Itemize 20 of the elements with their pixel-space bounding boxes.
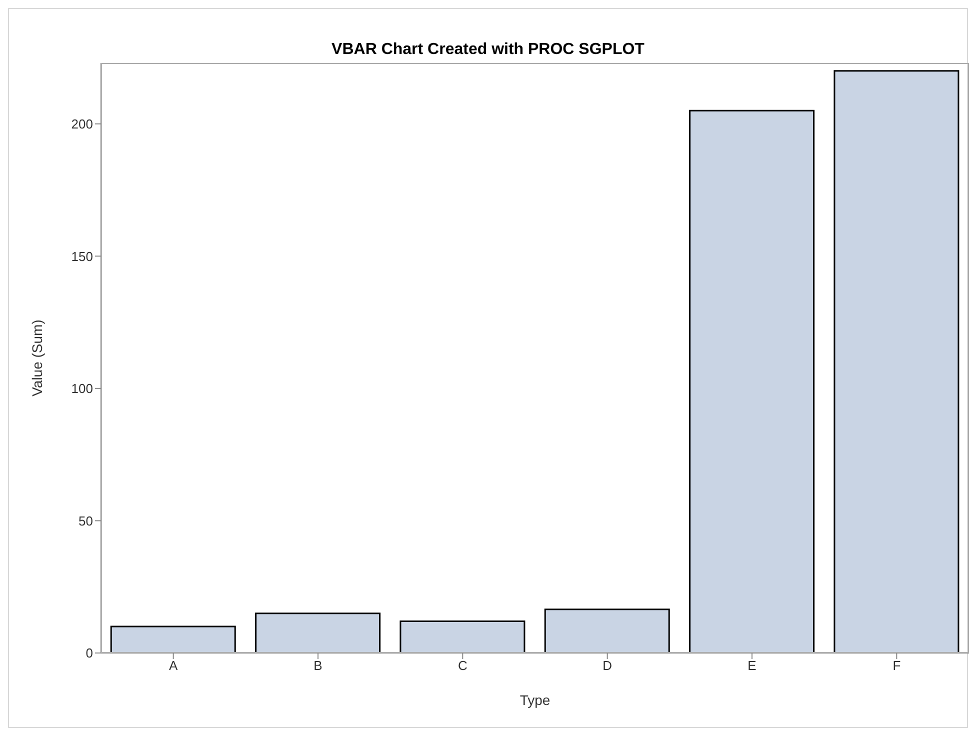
y-tick-label: 150 bbox=[71, 248, 93, 264]
bar bbox=[834, 70, 960, 653]
x-tick-label: A bbox=[168, 658, 178, 674]
chart-title: VBAR Chart Created with PROC SGPLOT bbox=[330, 41, 646, 59]
bar bbox=[689, 110, 815, 653]
bar bbox=[255, 612, 381, 653]
y-tick-label: 50 bbox=[78, 513, 93, 528]
y-axis-title: Value (Sum) bbox=[28, 320, 45, 396]
y-tick-label: 0 bbox=[86, 646, 93, 661]
x-axis-title: Type bbox=[520, 692, 550, 708]
x-tick-label: E bbox=[748, 658, 757, 674]
y-tick-label: 100 bbox=[71, 381, 93, 396]
bar bbox=[110, 626, 236, 653]
x-tick-label: C bbox=[458, 658, 468, 674]
y-tick-label: 200 bbox=[71, 116, 93, 132]
x-tick-label: B bbox=[314, 658, 322, 674]
bar bbox=[400, 620, 526, 653]
x-tick-label: F bbox=[892, 658, 901, 674]
bar bbox=[544, 608, 670, 653]
x-tick-label: D bbox=[602, 658, 612, 674]
